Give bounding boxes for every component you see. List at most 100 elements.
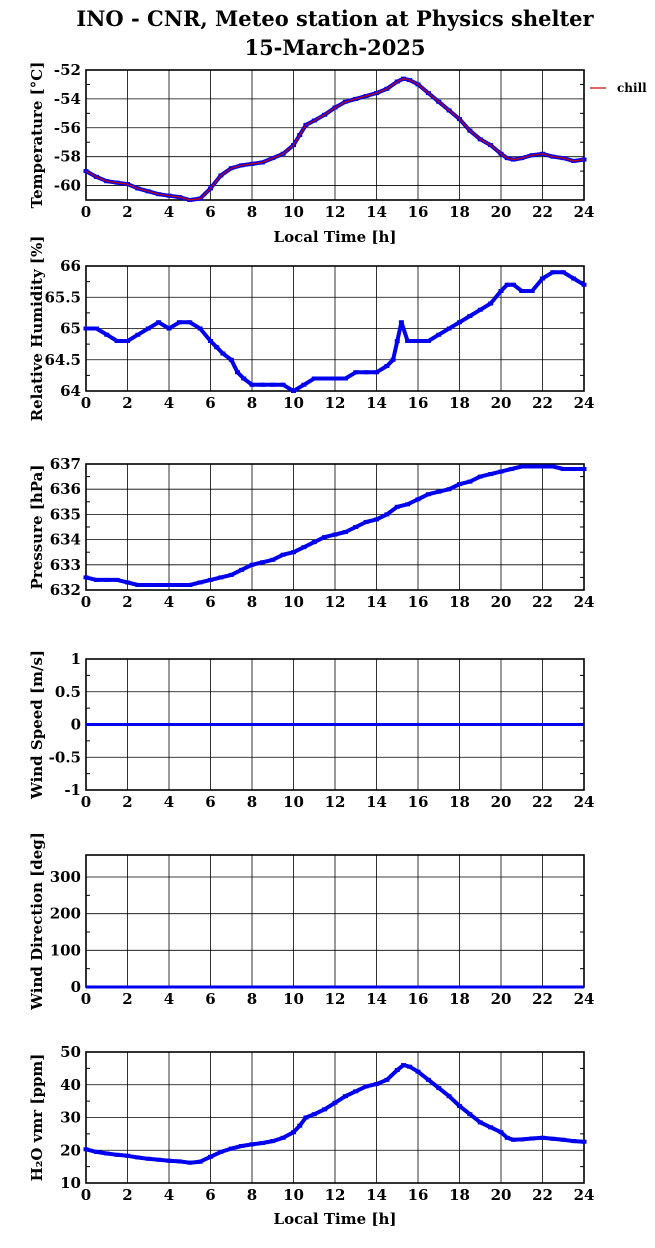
x-tick-label: 0: [81, 203, 91, 221]
data-point: [311, 540, 317, 545]
x-tick-label: 8: [247, 1186, 257, 1204]
data-point: [581, 1139, 587, 1144]
data-point: [467, 1112, 473, 1117]
data-point: [540, 464, 545, 469]
data-point: [446, 1094, 452, 1099]
data-point: [218, 1149, 224, 1154]
data-point: [436, 332, 442, 337]
y-tick-label: 634: [50, 531, 81, 549]
data-point: [176, 1159, 182, 1164]
data-point: [560, 1137, 566, 1142]
data-point: [571, 1139, 577, 1144]
data-point: [477, 474, 483, 479]
x-tick-label: 24: [574, 990, 595, 1008]
data-point: [214, 345, 220, 350]
data-point: [425, 492, 431, 497]
data-point: [114, 577, 120, 582]
data-point: [197, 580, 203, 585]
x-tick-label: 4: [164, 203, 174, 221]
y-axis-label: Pressure [hPa]: [28, 465, 46, 590]
x-tick-label: 12: [325, 793, 346, 811]
x-tick-label: 10: [283, 203, 304, 221]
y-tick-label: -54: [54, 90, 81, 108]
y-tick-label: 64: [60, 382, 81, 400]
y-tick-label: 100: [50, 941, 81, 959]
x-tick-label: 20: [491, 1186, 512, 1204]
x-tick-label: 2: [122, 990, 132, 1008]
x-tick-label: 2: [122, 593, 132, 611]
x-tick-label: 14: [366, 394, 387, 412]
y-tick-label: 30: [60, 1109, 81, 1127]
x-tick-label: 22: [532, 593, 553, 611]
x-tick-label: 8: [247, 990, 257, 1008]
data-point: [407, 1064, 413, 1069]
data-point: [571, 467, 577, 472]
data-point: [156, 582, 162, 587]
data-point: [508, 467, 514, 472]
data-point: [187, 1160, 193, 1165]
data-point: [581, 467, 587, 472]
y-tick-label: -52: [54, 61, 81, 79]
y-tick-label: 65.5: [44, 288, 81, 306]
x-tick-label: 18: [449, 1186, 470, 1204]
y-tick-label: -60: [54, 177, 81, 195]
y-tick-label: 637: [50, 455, 81, 473]
x-tick-label: 20: [491, 203, 512, 221]
data-point: [498, 1130, 504, 1135]
y-tick-label: 10: [60, 1174, 81, 1192]
data-point: [125, 1153, 130, 1158]
data-point: [374, 370, 379, 375]
data-point: [291, 389, 296, 393]
x-tick-label: 22: [532, 203, 553, 221]
data-point: [93, 326, 99, 331]
x-tick-label: 16: [408, 593, 429, 611]
y-tick-label: -1: [64, 781, 81, 799]
data-point: [145, 326, 151, 331]
y-tick-label: 635: [50, 505, 81, 523]
data-point: [394, 339, 400, 343]
data-point: [125, 339, 130, 343]
y-axis-label: Wind Direction [deg]: [28, 832, 46, 1011]
x-tick-label: 16: [408, 1186, 429, 1204]
data-point: [519, 1137, 525, 1142]
data-point: [363, 519, 369, 524]
series-line: [85, 78, 585, 201]
data-point: [384, 512, 390, 517]
x-tick-label: 4: [164, 793, 174, 811]
data-point: [156, 320, 162, 325]
x-tick-label: 10: [283, 1186, 304, 1204]
x-tick-label: 2: [122, 793, 132, 811]
data-point: [311, 376, 317, 381]
x-tick-label: 6: [205, 593, 215, 611]
data-point: [504, 282, 510, 287]
figure-date: 15-March-2025: [244, 35, 425, 60]
data-point: [498, 289, 504, 293]
data-point: [270, 557, 276, 562]
data-point: [297, 1123, 303, 1128]
data-point: [259, 560, 265, 565]
data-point: [581, 282, 587, 287]
data-point: [374, 517, 379, 522]
x-tick-label: 0: [81, 990, 91, 1008]
x-tick-label: 16: [408, 394, 429, 412]
data-point: [135, 332, 141, 337]
data-point: [400, 1063, 406, 1068]
y-tick-label: 0: [71, 978, 81, 996]
data-point: [234, 370, 240, 375]
data-point: [176, 320, 182, 325]
y-tick-label: 632: [50, 581, 81, 599]
data-point: [187, 320, 193, 325]
data-point: [374, 1082, 379, 1087]
x-tick-label: 22: [532, 394, 553, 412]
data-point: [322, 535, 328, 540]
data-point: [398, 320, 404, 325]
x-tick-label: 8: [247, 203, 257, 221]
y-axis-label: Relative Humidity [%]: [28, 236, 46, 422]
data-point: [540, 276, 545, 281]
data-point: [510, 282, 516, 287]
data-point: [342, 376, 348, 381]
data-point: [342, 530, 348, 535]
data-point: [197, 1159, 203, 1164]
